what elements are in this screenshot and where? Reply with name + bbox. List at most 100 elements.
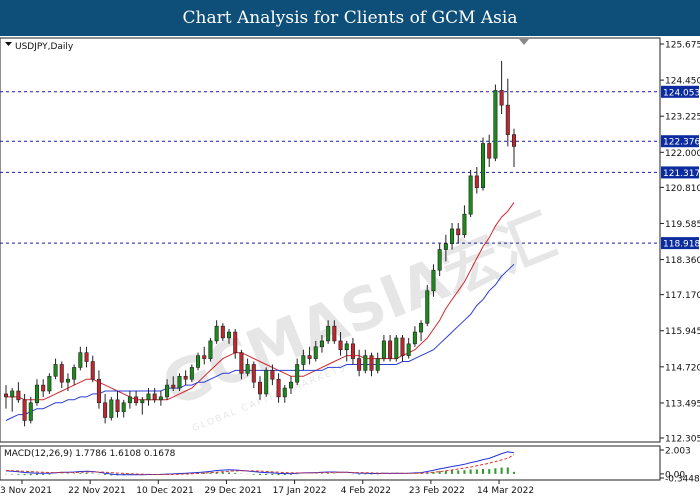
candle [487, 143, 492, 159]
y-tick-label: 122.000 [665, 149, 700, 159]
candle [282, 387, 287, 398]
y-tick-label: 119.585 [665, 220, 700, 230]
candle [96, 378, 101, 404]
x-tick-label: 29 Dec 2021 [204, 486, 262, 496]
candle [90, 361, 95, 380]
candle [332, 325, 337, 342]
candle [338, 340, 343, 351]
header-banner [0, 0, 700, 36]
y-tick-label: 125.675 [665, 41, 700, 51]
candle [109, 399, 114, 418]
candle [443, 243, 448, 250]
candle [431, 269, 436, 292]
candle [72, 367, 77, 380]
candle [493, 90, 498, 159]
candle [202, 355, 207, 359]
candle [381, 340, 386, 359]
candle [34, 384, 39, 404]
y-tick-label: 112.305 [665, 435, 700, 445]
x-tick-label: 10 Dec 2021 [136, 486, 194, 496]
candle [146, 393, 151, 401]
candle [511, 134, 517, 147]
candle [388, 340, 393, 359]
candle [350, 343, 355, 359]
candle [41, 384, 46, 392]
chart-symbol-label: USDJPY,Daily [15, 42, 74, 52]
candle [177, 375, 182, 389]
candle [270, 370, 275, 380]
candle [276, 378, 281, 398]
x-tick-label: 14 Mar 2022 [477, 486, 534, 496]
candle [165, 384, 170, 398]
candle [468, 175, 473, 215]
candle [307, 355, 312, 359]
ma-fast-line [6, 202, 515, 401]
candle [375, 358, 380, 371]
y-tick-label: 120.810 [665, 184, 700, 194]
x-tick-label: 23 Feb 2022 [409, 486, 465, 496]
candle [103, 402, 108, 418]
candle [462, 213, 467, 236]
candle [134, 396, 139, 404]
candle [288, 381, 293, 389]
y-tick-label: 114.720 [665, 363, 700, 373]
candle [183, 375, 188, 380]
candle [115, 399, 120, 412]
candle [53, 364, 58, 377]
x-tick-label: 3 Nov 2021 [0, 486, 52, 496]
candle [257, 381, 263, 395]
candle [326, 325, 331, 342]
candle [171, 384, 176, 389]
candle [406, 343, 411, 356]
candle [239, 352, 244, 374]
macd-label: MACD(12,26,9) 1.7786 1.6108 0.1678 [4, 449, 176, 459]
candle [59, 364, 64, 383]
candle [505, 104, 510, 135]
candle [319, 340, 324, 348]
ma-slow-line [5, 263, 515, 421]
candle [65, 378, 70, 383]
candle [264, 370, 269, 395]
level-badge [661, 237, 699, 250]
candle [158, 396, 163, 401]
candle [394, 337, 399, 359]
candle [251, 364, 256, 383]
shift-marker-icon [519, 39, 529, 45]
macd-y-tick-label: 2.003 [665, 447, 691, 457]
y-tick-label: 115.945 [665, 327, 700, 337]
candle [425, 290, 430, 324]
candle [214, 325, 219, 342]
level-label: 124.053 [663, 88, 700, 98]
candle [456, 228, 461, 236]
main-panel-frame [0, 37, 661, 443]
y-tick-label: 118.360 [665, 256, 700, 266]
y-tick-label: 117.170 [665, 291, 700, 301]
x-tick-label: 22 Nov 2021 [68, 486, 126, 496]
candle [196, 355, 201, 368]
level-label: 121.317 [663, 169, 700, 179]
candle [3, 393, 9, 398]
candle [28, 402, 33, 421]
candle [245, 364, 250, 374]
candle [16, 390, 21, 401]
candle [357, 358, 362, 371]
candle [84, 352, 89, 362]
candle [152, 393, 157, 401]
macd-line [5, 451, 515, 476]
candle [78, 352, 83, 368]
candle [220, 325, 225, 339]
level-badge [661, 85, 699, 98]
candle [437, 249, 442, 271]
candle [189, 367, 194, 380]
y-tick-label: 113.495 [665, 399, 700, 409]
candle [301, 355, 306, 365]
symbol-dropdown-icon [5, 42, 12, 46]
candle [412, 331, 417, 345]
candle [47, 375, 52, 392]
candle [140, 399, 145, 404]
page-title: Chart Analysis for Clients of GCM Asia [182, 8, 518, 28]
y-tick-label: 123.225 [665, 113, 700, 123]
candle [22, 399, 27, 421]
candle [295, 364, 300, 383]
